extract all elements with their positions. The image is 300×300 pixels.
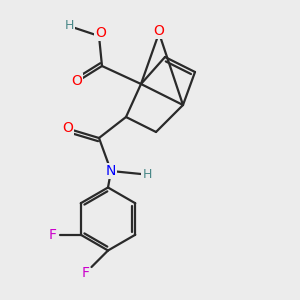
- Text: H: H: [142, 167, 152, 181]
- Text: N: N: [106, 164, 116, 178]
- Text: O: O: [95, 26, 106, 40]
- Text: H: H: [64, 19, 74, 32]
- Text: O: O: [62, 121, 73, 134]
- Text: O: O: [154, 25, 164, 38]
- Text: O: O: [71, 74, 82, 88]
- Text: F: F: [82, 266, 89, 280]
- Text: F: F: [49, 228, 57, 242]
